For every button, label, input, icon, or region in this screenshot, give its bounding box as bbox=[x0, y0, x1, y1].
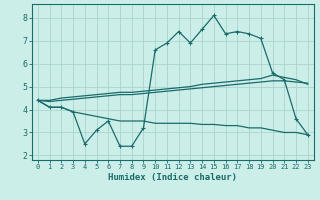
X-axis label: Humidex (Indice chaleur): Humidex (Indice chaleur) bbox=[108, 173, 237, 182]
